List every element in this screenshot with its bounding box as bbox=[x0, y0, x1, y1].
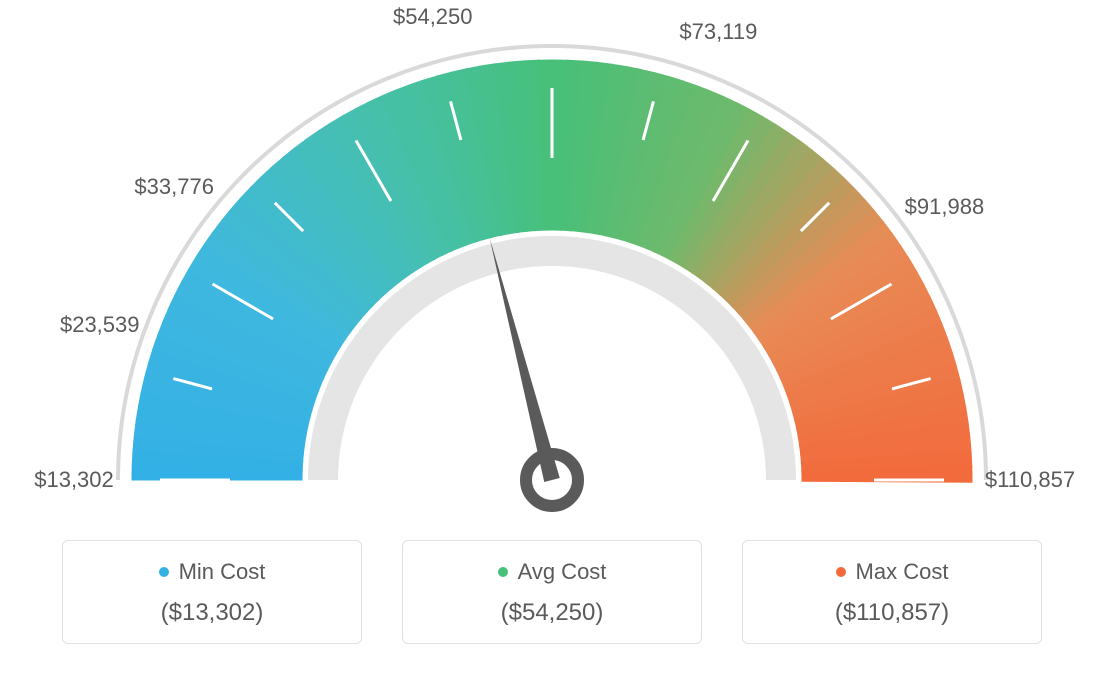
legend-value-max: ($110,857) bbox=[753, 599, 1031, 627]
legend-dot-max bbox=[836, 567, 846, 577]
gauge-tick-label: $13,302 bbox=[34, 467, 114, 493]
gauge-tick-label: $54,250 bbox=[393, 4, 473, 30]
legend-title-max-text: Max Cost bbox=[856, 559, 949, 585]
legend-title-min: Min Cost bbox=[159, 559, 266, 585]
legend-value-avg: ($54,250) bbox=[413, 599, 691, 627]
legend-title-avg-text: Avg Cost bbox=[518, 559, 607, 585]
legend-card-avg: Avg Cost ($54,250) bbox=[402, 540, 702, 644]
gauge-tick-label: $33,776 bbox=[134, 174, 214, 200]
legend-card-max: Max Cost ($110,857) bbox=[742, 540, 1042, 644]
legend-title-avg: Avg Cost bbox=[498, 559, 607, 585]
gauge-tick-label: $23,539 bbox=[60, 312, 140, 338]
legend-dot-min bbox=[159, 567, 169, 577]
legend-title-min-text: Min Cost bbox=[179, 559, 266, 585]
legend-row: Min Cost ($13,302) Avg Cost ($54,250) Ma… bbox=[0, 540, 1104, 644]
legend-dot-avg bbox=[498, 567, 508, 577]
cost-gauge: $13,302 $23,539 $33,776 $54,250 $73,119 $91,9… bbox=[0, 0, 1104, 530]
gauge-tick-label: $110,857 bbox=[985, 467, 1075, 493]
legend-title-max: Max Cost bbox=[836, 559, 949, 585]
gauge-tick-label: $73,119 bbox=[679, 19, 757, 45]
gauge-tick-label: $91,988 bbox=[905, 194, 985, 220]
legend-card-min: Min Cost ($13,302) bbox=[62, 540, 362, 644]
legend-value-min: ($13,302) bbox=[73, 599, 351, 627]
gauge-svg bbox=[0, 0, 1104, 530]
